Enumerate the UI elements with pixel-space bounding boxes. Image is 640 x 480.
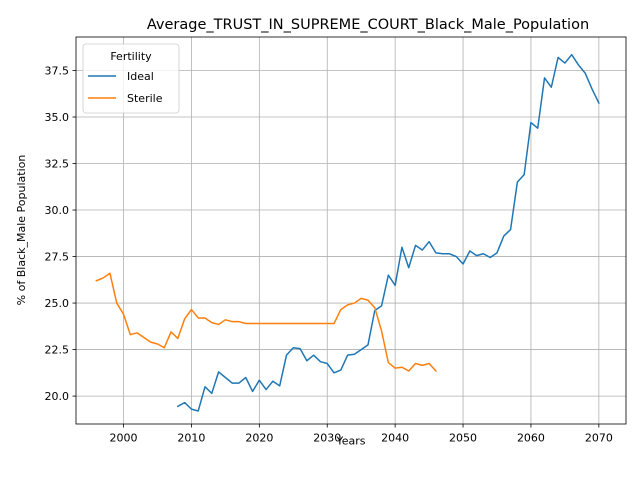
series-line-ideal [176,53,600,412]
y-tick-label: 35.0 [45,111,70,124]
x-axis: 2000 2010 2020 2030 2040 2050 2060 2070 [110,424,613,444]
series-layer [95,53,600,412]
y-tick-label: 22.5 [45,343,70,356]
y-tick-label: 27.5 [45,250,70,263]
x-tick-label: 2060 [517,431,545,444]
legend-label-sterile: Sterile [127,92,163,105]
y-axis: 20.0 22.5 25.0 27.5 30.0 32.5 35.0 37.5 [45,64,76,403]
x-tick-label: 2000 [110,431,138,444]
x-tick-label: 2040 [381,431,409,444]
legend: Fertility Ideal Sterile [82,43,180,114]
y-tick-label: 20.0 [45,390,70,403]
y-axis-label: % of Black_Male Population [15,155,28,306]
x-tick-label: 2020 [245,431,273,444]
series-line-sterile [95,272,437,373]
plot-area-frame [75,36,627,425]
x-tick-label: 2010 [177,431,205,444]
y-tick-label: 37.5 [45,64,70,77]
y-tick-label: 32.5 [45,157,70,170]
x-axis-label: Years [335,434,365,447]
legend-label-ideal: Ideal [127,70,154,83]
y-tick-label: 30.0 [45,204,70,217]
legend-title: Fertility [110,50,152,63]
legend-box [82,43,180,114]
x-tick-label: 2030 [313,431,341,444]
chart-title: Average_TRUST_IN_SUPREME_COURT_Black_Mal… [147,17,589,33]
y-tick-label: 25.0 [45,297,70,310]
x-tick-label: 2070 [585,431,613,444]
x-tick-label: 2050 [449,431,477,444]
